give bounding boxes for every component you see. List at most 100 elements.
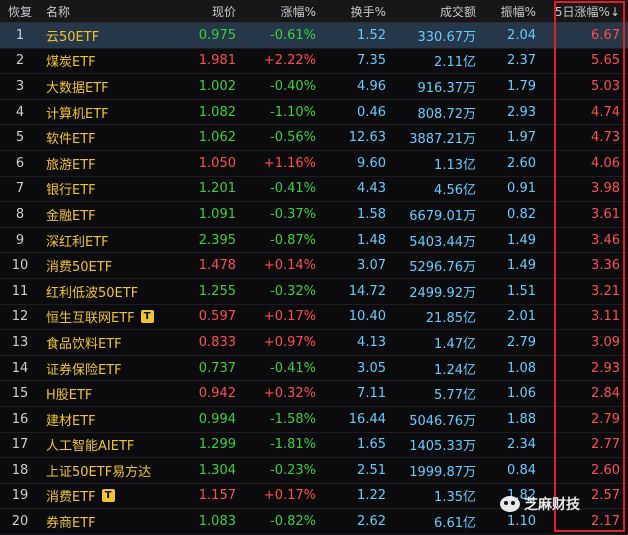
row-amplitude: 1.51 xyxy=(507,283,536,299)
row-name: 消费ETF T xyxy=(40,486,172,505)
row-index: 1 xyxy=(15,27,25,43)
row-change: +0.14% xyxy=(263,258,316,274)
row-amount: 6679.01万 xyxy=(409,208,476,224)
t0-tag-icon: T xyxy=(101,489,115,503)
row-price: 1.091 xyxy=(198,206,236,222)
row-turnover: 9.60 xyxy=(357,155,386,171)
row-name-text: 计算机ETF xyxy=(46,106,109,122)
row-price: 1.083 xyxy=(198,514,236,530)
row-index: 4 xyxy=(15,104,25,120)
row-name: 煤炭ETF xyxy=(40,51,172,70)
row-price: 2.395 xyxy=(198,232,236,248)
col-header-amplitude[interactable]: 振幅% xyxy=(500,4,536,19)
row-index: 5 xyxy=(15,130,25,146)
row-amount: 1405.33万 xyxy=(409,439,476,455)
row-turnover: 0.46 xyxy=(357,104,386,120)
col-header-amount[interactable]: 成交额 xyxy=(439,4,476,19)
table-row[interactable]: 16 建材ETF 0.994 -1.58% 16.44 5046.76万 1.88 2.79 xyxy=(0,407,628,433)
row-name: 券商ETF xyxy=(40,512,172,531)
row-change: +0.17% xyxy=(263,309,316,325)
table-row[interactable]: 5 软件ETF 1.062 -0.56% 12.63 3887.21万 1.97 4.73 xyxy=(0,125,628,151)
table-row[interactable]: 7 银行ETF 1.201 -0.41% 4.43 4.56亿 0.91 3.98 xyxy=(0,177,628,203)
col-header-price[interactable]: 现价 xyxy=(211,4,236,19)
row-index: 11 xyxy=(11,283,29,299)
row-turnover: 1.48 xyxy=(357,232,386,248)
table-row[interactable]: 6 旅游ETF 1.050 +1.16% 9.60 1.13亿 2.60 4.06 xyxy=(0,151,628,177)
row-amplitude: 2.60 xyxy=(507,155,536,171)
row-name-text: 人工智能AIETF xyxy=(46,439,135,455)
row-turnover: 3.07 xyxy=(357,258,386,274)
row-5day-change: 4.73 xyxy=(591,130,620,146)
col-header-name[interactable]: 名称 xyxy=(46,4,71,19)
row-change: -1.81% xyxy=(270,437,316,453)
row-name: 食品饮料ETF xyxy=(40,333,172,352)
row-turnover: 4.96 xyxy=(357,78,386,94)
row-price: 0.833 xyxy=(198,334,236,350)
row-name-text: 券商ETF xyxy=(46,516,96,532)
table-row[interactable]: 11 红利低波50ETF 1.255 -0.32% 14.72 2499.92万 1.51 3… xyxy=(0,279,628,305)
col-header-index[interactable]: 恢复 xyxy=(7,4,32,19)
table-row[interactable]: 10 消费50ETF 1.478 +0.14% 3.07 5296.76万 1.49 3.36 xyxy=(0,253,628,279)
col-header-5day-change[interactable]: 5日涨幅%↓ xyxy=(554,4,620,19)
row-name-text: 大数据ETF xyxy=(46,80,109,96)
row-5day-change: 4.06 xyxy=(591,155,620,171)
row-price: 1.304 xyxy=(198,462,236,478)
table-row[interactable]: 20 券商ETF 1.083 -0.82% 2.62 6.61亿 1.10 2.17 xyxy=(0,509,628,535)
row-turnover: 10.40 xyxy=(348,309,386,325)
row-amount: 5403.44万 xyxy=(409,234,476,250)
row-price: 0.597 xyxy=(198,309,236,325)
row-amplitude: 0.82 xyxy=(507,206,536,222)
table-row[interactable]: 18 上证50ETF易方达 1.304 -0.23% 2.51 1999.87万 0.84 2… xyxy=(0,458,628,484)
row-name: 软件ETF xyxy=(40,128,172,147)
table-row[interactable]: 13 食品饮料ETF 0.833 +0.97% 4.13 1.47亿 2.79 3.09 xyxy=(0,330,628,356)
table-row[interactable]: 9 深红利ETF 2.395 -0.87% 1.48 5403.44万 1.49 3.46 xyxy=(0,228,628,254)
table-row[interactable]: 3 大数据ETF 1.002 -0.40% 4.96 916.37万 1.79 5.03 xyxy=(0,74,628,100)
table-row[interactable]: 2 煤炭ETF 1.981 +2.22% 7.35 2.11亿 2.37 5.65 xyxy=(0,49,628,75)
row-price: 1.255 xyxy=(198,283,236,299)
table-row[interactable]: 8 金融ETF 1.091 -0.37% 1.58 6679.01万 0.82 3.61 xyxy=(0,202,628,228)
table-row[interactable]: 12 恒生互联网ETF T 0.597 +0.17% 10.40 21.85亿 2.01 3.1… xyxy=(0,305,628,331)
row-amount: 21.85亿 xyxy=(425,311,476,327)
row-name-text: 恒生互联网ETF xyxy=(46,311,135,327)
row-price: 1.981 xyxy=(198,53,236,69)
table-row[interactable]: 4 计算机ETF 1.082 -1.10% 0.46 808.72万 2.93 4.74 xyxy=(0,100,628,126)
row-change: +2.22% xyxy=(263,53,316,69)
row-name-text: 软件ETF xyxy=(46,132,96,148)
row-price: 1.157 xyxy=(198,488,236,504)
col-header-turnover[interactable]: 换手% xyxy=(350,4,386,19)
row-amount: 1.13亿 xyxy=(434,157,476,173)
row-amount: 1.47亿 xyxy=(434,336,476,352)
row-change: -0.37% xyxy=(270,206,316,222)
row-turnover: 4.43 xyxy=(357,181,386,197)
col-header-change[interactable]: 涨幅% xyxy=(280,4,316,19)
table-row[interactable]: 17 人工智能AIETF 1.299 -1.81% 1.65 1405.33万 2.34 2.… xyxy=(0,433,628,459)
row-5day-change: 2.93 xyxy=(591,360,620,376)
table-row[interactable]: 14 证券保险ETF 0.737 -0.41% 3.05 1.24亿 1.08 2.93 xyxy=(0,356,628,382)
row-change: -0.61% xyxy=(270,27,316,43)
row-turnover: 1.58 xyxy=(357,206,386,222)
row-5day-change: 3.36 xyxy=(591,258,620,274)
row-amplitude: 2.37 xyxy=(507,53,536,69)
row-name: 红利低波50ETF xyxy=(40,282,172,301)
row-change: -0.87% xyxy=(270,232,316,248)
row-turnover: 7.11 xyxy=(357,386,386,402)
row-amount: 2.11亿 xyxy=(434,55,476,71)
table-row[interactable]: 1 云50ETF 0.975 -0.61% 1.52 330.67万 2.04 6.67 xyxy=(0,23,628,49)
row-amount: 2499.92万 xyxy=(409,285,476,301)
row-amplitude: 1.49 xyxy=(507,258,536,274)
row-price: 1.002 xyxy=(198,78,236,94)
row-change: +0.32% xyxy=(263,386,316,402)
row-price: 0.942 xyxy=(198,386,236,402)
row-turnover: 3.05 xyxy=(357,360,386,376)
row-turnover: 12.63 xyxy=(348,130,386,146)
row-amplitude: 1.88 xyxy=(507,411,536,427)
row-name: 云50ETF xyxy=(40,26,172,45)
row-5day-change: 3.09 xyxy=(591,334,620,350)
table-row[interactable]: 15 H股ETF 0.942 +0.32% 7.11 5.77亿 1.06 2.84 xyxy=(0,381,628,407)
row-amount: 4.56亿 xyxy=(434,183,476,199)
row-amplitude: 2.34 xyxy=(507,437,536,453)
row-change: -1.58% xyxy=(270,411,316,427)
row-price: 0.975 xyxy=(198,27,236,43)
row-name-text: 旅游ETF xyxy=(46,157,96,173)
